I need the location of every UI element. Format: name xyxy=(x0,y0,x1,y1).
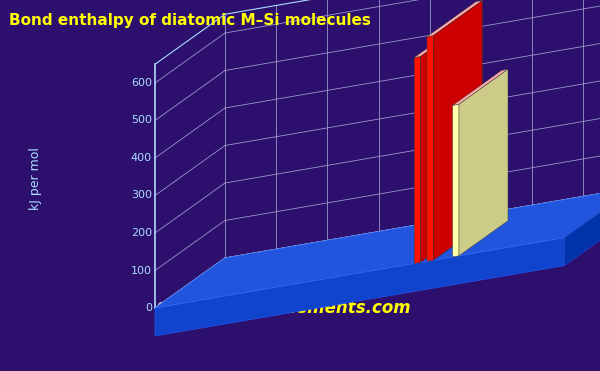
Text: Pt: Pt xyxy=(452,265,460,271)
Text: Dy: Dy xyxy=(298,291,307,298)
Text: Au: Au xyxy=(464,263,473,269)
Text: 100: 100 xyxy=(131,266,152,276)
Text: Yb: Yb xyxy=(349,282,358,289)
Text: Re: Re xyxy=(413,271,422,278)
Text: Hf: Hf xyxy=(375,278,383,284)
Text: Tb: Tb xyxy=(285,293,294,300)
Text: 300: 300 xyxy=(131,190,152,200)
Text: Po: Po xyxy=(529,252,536,258)
Text: Tl: Tl xyxy=(491,258,497,264)
Text: W: W xyxy=(401,273,408,280)
Text: www.webelements.com: www.webelements.com xyxy=(189,299,411,317)
Text: Bi: Bi xyxy=(517,254,523,260)
Text: Hg: Hg xyxy=(476,260,486,267)
Text: Bond enthalpy of diatomic M–Si molecules: Bond enthalpy of diatomic M–Si molecules xyxy=(9,13,371,28)
Text: Pb: Pb xyxy=(503,256,511,262)
Text: 0: 0 xyxy=(145,303,152,313)
Text: Lu: Lu xyxy=(362,280,370,286)
Text: Ir: Ir xyxy=(440,267,446,273)
Text: Tm: Tm xyxy=(335,285,346,292)
Text: Nd: Nd xyxy=(221,304,230,311)
Text: Pm: Pm xyxy=(233,302,244,309)
Text: Cs: Cs xyxy=(157,315,166,322)
Text: kJ per mol: kJ per mol xyxy=(29,147,43,210)
Text: Ce: Ce xyxy=(195,309,205,315)
Text: Ba: Ba xyxy=(170,313,179,320)
Text: Gd: Gd xyxy=(272,295,281,302)
Text: Sm: Sm xyxy=(245,300,256,307)
Text: Pr: Pr xyxy=(209,306,216,313)
Text: Ta: Ta xyxy=(388,276,395,282)
Text: 500: 500 xyxy=(131,115,152,125)
Text: 400: 400 xyxy=(131,153,152,163)
Text: Eu: Eu xyxy=(259,298,268,304)
Text: Os: Os xyxy=(425,269,435,276)
Text: Er: Er xyxy=(324,287,331,293)
Text: 200: 200 xyxy=(131,228,152,238)
Text: La: La xyxy=(183,311,191,317)
Text: At: At xyxy=(542,249,549,256)
Text: 600: 600 xyxy=(131,78,152,88)
Text: Rn: Rn xyxy=(554,247,563,254)
Text: Ho: Ho xyxy=(310,289,320,296)
